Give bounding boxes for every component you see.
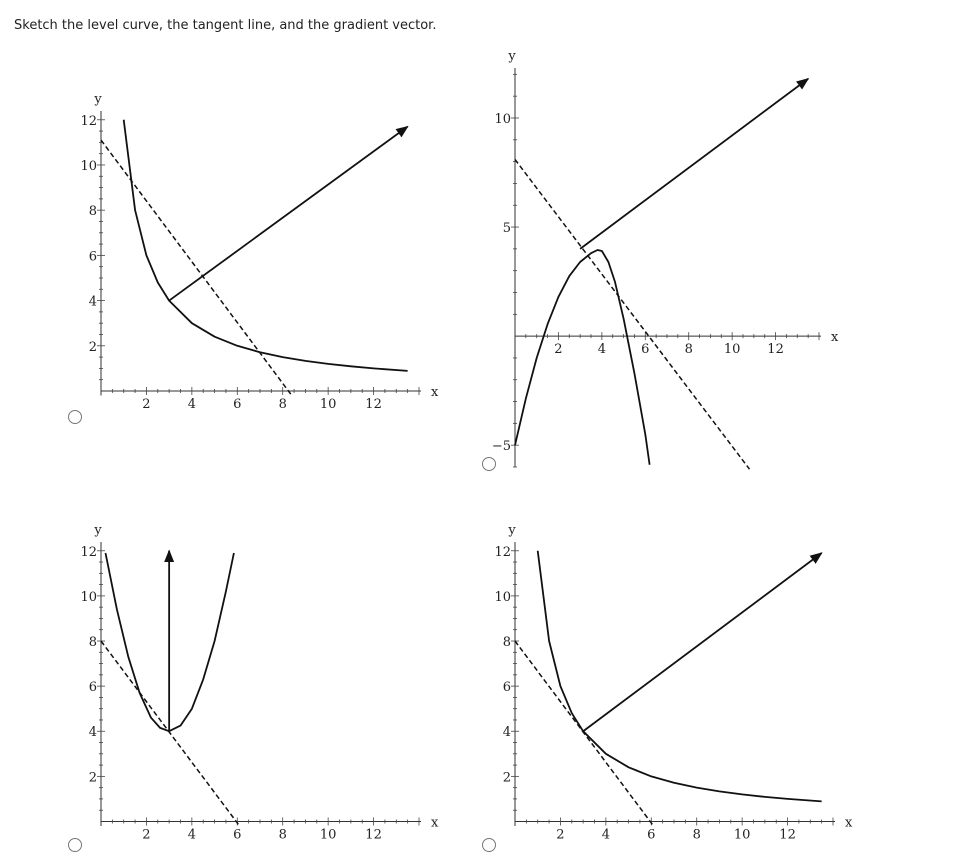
y-tick-label: 2 (503, 770, 511, 785)
x-tick-label: 4 (598, 342, 606, 357)
y-tick-label: 10 (80, 159, 97, 174)
y-axis-label: y (93, 92, 102, 107)
tangent-line (100, 139, 293, 396)
y-tick-label: 10 (80, 590, 97, 605)
tangent-line (514, 640, 655, 827)
graph-option-a: 2 4 6 8 10 12 2 4 6 8 10 12 x y (80, 92, 439, 412)
x-axis-label: x (845, 815, 853, 830)
x-tick-label: 6 (647, 827, 655, 842)
x-tick-label: 10 (724, 342, 741, 357)
option-b-radio[interactable] (482, 457, 496, 471)
y-tick-label: 6 (503, 680, 511, 695)
y-tick-label: 6 (89, 680, 97, 695)
graph-option-c: 2 4 6 8 10 12 2 4 6 8 10 12 x y (80, 523, 439, 842)
y-axis-label: y (93, 523, 102, 538)
y-tick-label: 4 (89, 725, 97, 740)
x-tick-label: 4 (188, 827, 196, 842)
x-tick-label: 6 (233, 827, 241, 842)
y-tick-label: 10 (494, 112, 511, 127)
option-c-radio[interactable] (68, 838, 82, 852)
tangent-line (514, 158, 751, 470)
x-tick-label: 10 (734, 827, 751, 842)
level-curve (514, 249, 651, 465)
level-curve (122, 119, 408, 372)
y-tick-label: 12 (80, 545, 97, 560)
y-tick-label: 10 (494, 590, 511, 605)
y-tick-label: 2 (89, 770, 97, 785)
x-axis-label: x (431, 385, 439, 400)
x-tick-label: 2 (556, 827, 564, 842)
x-tick-label: 12 (365, 397, 382, 412)
question-prompt: Sketch the level curve, the tangent line… (14, 18, 437, 33)
y-axis-label: y (507, 523, 516, 538)
x-tick-label: 2 (142, 827, 150, 842)
x-axis-label: x (431, 815, 439, 830)
y-tick-label: 5 (503, 221, 511, 236)
y-tick-label: 2 (89, 340, 97, 355)
y-tick-label: 12 (494, 545, 511, 560)
y-tick-label: 8 (503, 635, 511, 650)
y-tick-label: −5 (492, 439, 511, 454)
y-tick-label: 4 (89, 295, 97, 310)
x-tick-label: 2 (554, 342, 562, 357)
graph-option-d: 2 4 6 8 10 12 2 4 6 8 10 12 x y (494, 523, 853, 842)
x-tick-label: 6 (233, 397, 241, 412)
x-tick-label: 12 (779, 827, 796, 842)
x-axis-label: x (831, 330, 839, 345)
option-d-radio[interactable] (482, 838, 496, 852)
x-tick-label: 10 (320, 827, 337, 842)
option-a-radio[interactable] (68, 410, 82, 424)
gradient-vector (579, 77, 810, 250)
tangent-line (100, 640, 241, 827)
gradient-vector (582, 552, 823, 732)
x-tick-label: 6 (641, 342, 649, 357)
x-tick-label: 8 (693, 827, 701, 842)
y-tick-label: 8 (89, 204, 97, 219)
x-tick-label: 12 (365, 827, 382, 842)
x-tick-label: 2 (142, 397, 150, 412)
x-tick-label: 8 (279, 827, 287, 842)
x-tick-label: 8 (279, 397, 287, 412)
y-axis-label: y (507, 49, 516, 64)
x-tick-label: 10 (320, 397, 337, 412)
x-tick-label: 8 (685, 342, 693, 357)
x-tick-label: 4 (188, 397, 196, 412)
y-tick-label: 8 (89, 635, 97, 650)
level-curve (536, 550, 822, 803)
y-tick-label: 4 (503, 725, 511, 740)
y-tick-label: 12 (80, 114, 97, 129)
x-tick-label: 4 (602, 827, 610, 842)
graph-option-b: 2 4 6 8 10 12 −5 5 10 x y (492, 49, 839, 470)
y-tick-label: 6 (89, 249, 97, 264)
x-tick-label: 12 (767, 342, 784, 357)
gradient-vector (168, 125, 409, 302)
